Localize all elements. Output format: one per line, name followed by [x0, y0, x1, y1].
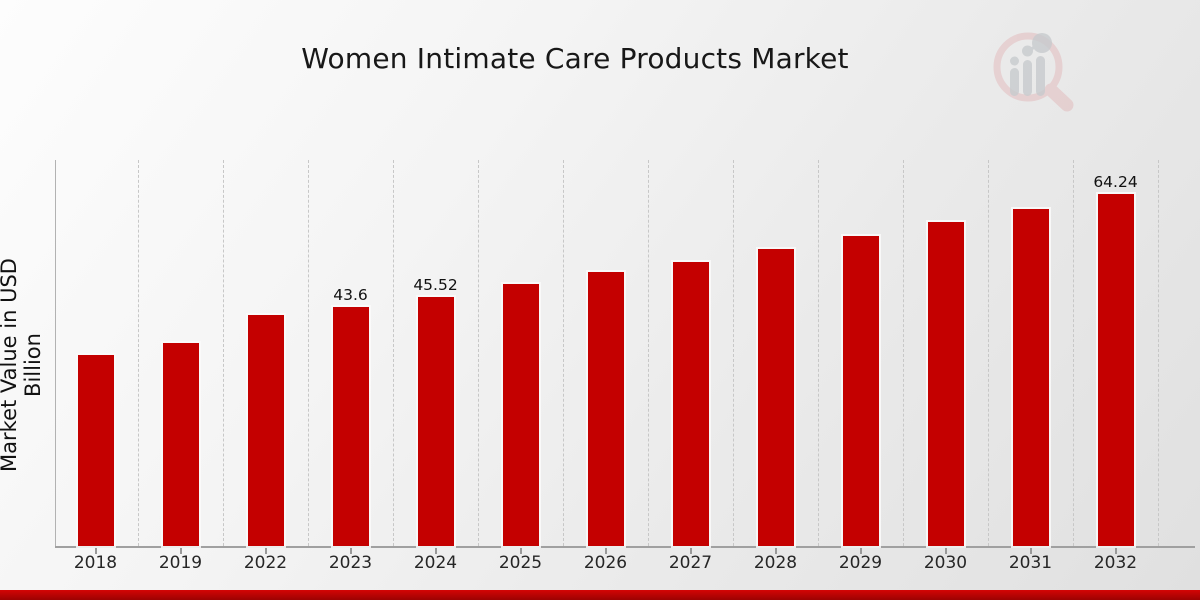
x-axis-tick	[774, 548, 777, 554]
x-axis-tick	[519, 548, 522, 554]
x-tick-label-2018: 2018	[73, 553, 118, 573]
x-axis-tick	[1029, 548, 1032, 554]
category-gridline	[733, 160, 734, 546]
y-axis-line	[55, 160, 56, 546]
x-tick-label-2028: 2028	[753, 553, 798, 573]
category-gridline	[308, 160, 309, 546]
x-axis-tick	[1114, 548, 1117, 554]
category-gridline	[903, 160, 904, 546]
bar-2022	[247, 315, 284, 546]
category-gridline	[1158, 160, 1159, 546]
category-gridline	[648, 160, 649, 546]
x-tick-label-2022: 2022	[243, 553, 288, 573]
market-research-future-watermark-logo	[988, 26, 1098, 118]
x-axis-line	[55, 546, 1195, 548]
category-gridline	[1073, 160, 1074, 546]
bar-2030	[927, 222, 964, 546]
bar-2018	[77, 354, 114, 546]
x-tick-label-2019: 2019	[158, 553, 203, 573]
growth-bars-icon	[1010, 33, 1052, 96]
x-axis-tick	[264, 548, 267, 554]
bar-2024	[417, 296, 454, 546]
x-tick-label-2025: 2025	[498, 553, 543, 573]
category-gridline	[988, 160, 989, 546]
category-gridline	[393, 160, 394, 546]
x-tick-label-2031: 2031	[1008, 553, 1053, 573]
bar-2031	[1012, 208, 1049, 546]
x-axis-tick	[94, 548, 97, 554]
x-tick-label-2026: 2026	[583, 553, 628, 573]
bar-2026	[587, 272, 624, 546]
x-axis-tick	[179, 548, 182, 554]
bar-2019	[162, 343, 199, 546]
x-tick-label-2023: 2023	[328, 553, 373, 573]
x-axis-tick	[944, 548, 947, 554]
x-axis-tick	[859, 548, 862, 554]
x-tick-label-2030: 2030	[923, 553, 968, 573]
bar-value-label-2032: 64.24	[1093, 173, 1138, 192]
x-tick-label-2032: 2032	[1093, 553, 1138, 573]
category-gridline	[223, 160, 224, 546]
bar-2025	[502, 284, 539, 546]
x-axis-tick	[604, 548, 607, 554]
category-gridline	[563, 160, 564, 546]
bar-value-label-2023: 43.6	[333, 286, 368, 305]
bar-value-label-2024: 45.52	[413, 275, 458, 294]
category-gridline	[138, 160, 139, 546]
bar-2027	[672, 262, 709, 546]
category-gridline	[478, 160, 479, 546]
category-gridline	[818, 160, 819, 546]
x-tick-label-2027: 2027	[668, 553, 713, 573]
bar-2023	[332, 307, 369, 546]
bar-2029	[842, 236, 879, 546]
x-tick-label-2029: 2029	[838, 553, 883, 573]
bar-2032	[1097, 194, 1134, 546]
chart-title: Women Intimate Care Products Market	[301, 42, 849, 75]
magnifier-icon	[993, 32, 1074, 112]
footer-red-band	[0, 590, 1200, 600]
bar-2028	[757, 249, 794, 546]
x-tick-label-2024: 2024	[413, 553, 458, 573]
x-axis-tick	[349, 548, 352, 554]
x-axis-tick	[689, 548, 692, 554]
x-axis-tick	[434, 548, 437, 554]
